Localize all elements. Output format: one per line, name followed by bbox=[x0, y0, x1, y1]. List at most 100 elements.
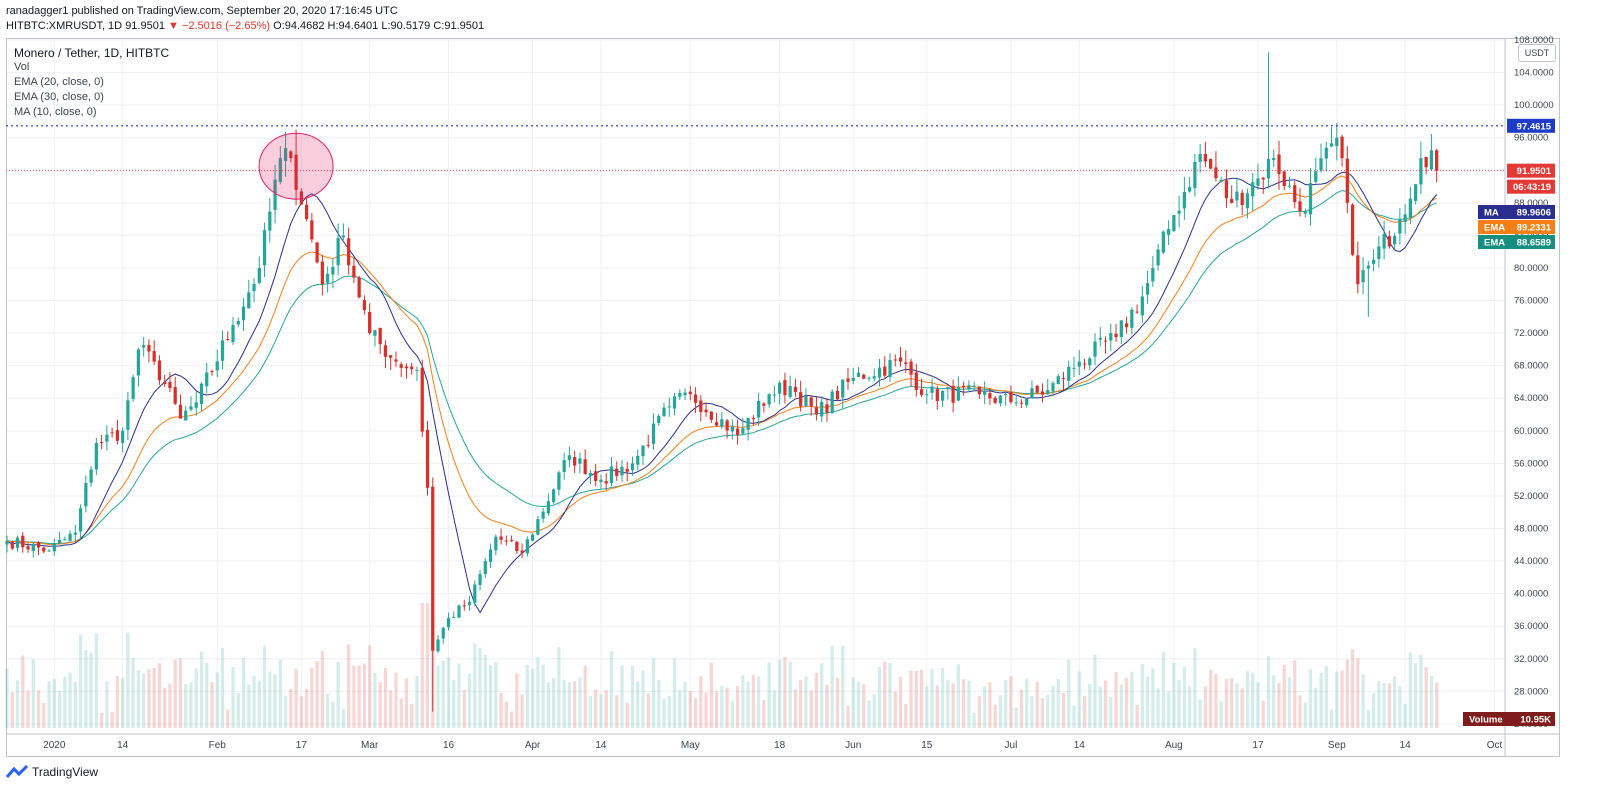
candle-body bbox=[972, 385, 976, 387]
time-axis: 2020 14 Feb 17 Mar 16 Apr 14 May 18 Jun 15 Jul 14 Aug 1… bbox=[6, 733, 1560, 751]
candle-body bbox=[15, 537, 20, 548]
candle-body bbox=[105, 434, 109, 442]
volume-bar bbox=[226, 709, 230, 728]
candle-body bbox=[646, 444, 650, 446]
candle-body bbox=[210, 371, 214, 373]
volume-bar bbox=[1209, 669, 1213, 728]
legend-ma10[interactable]: MA (10, close, 0) bbox=[14, 106, 97, 118]
candle-body bbox=[888, 360, 892, 377]
candle-body bbox=[515, 541, 519, 552]
volume-bar bbox=[756, 676, 761, 728]
volume-bar bbox=[57, 690, 62, 728]
volume-bar bbox=[883, 661, 887, 728]
legend-vol[interactable]: Vol bbox=[14, 61, 30, 73]
candle-body bbox=[194, 402, 198, 408]
volume-bar bbox=[799, 679, 803, 728]
volume-bar bbox=[42, 703, 46, 728]
volume-bar bbox=[515, 673, 519, 728]
candle-body bbox=[1303, 211, 1307, 214]
candle-body bbox=[47, 550, 51, 552]
candle-body bbox=[331, 266, 335, 275]
volume-bar bbox=[1166, 691, 1171, 728]
legend-title[interactable]: Monero / Tether, 1D, HITBTC bbox=[14, 46, 170, 60]
volume-bar bbox=[583, 665, 587, 728]
candle-body bbox=[956, 387, 960, 401]
volume-bar bbox=[362, 663, 367, 728]
candle-body bbox=[1098, 337, 1102, 340]
volume-bar bbox=[63, 676, 67, 728]
candle-body bbox=[415, 369, 419, 371]
time-tick-label: Apr bbox=[525, 740, 541, 751]
volume-bar bbox=[425, 603, 430, 728]
candle-body bbox=[1298, 201, 1302, 211]
candle-body bbox=[1030, 388, 1034, 399]
candle-body bbox=[1392, 236, 1397, 245]
volume-bar bbox=[1093, 654, 1097, 728]
volume-bar bbox=[904, 704, 908, 728]
volume-bar bbox=[1408, 652, 1413, 728]
resistance-price-label: 97.4615 bbox=[1517, 121, 1552, 132]
volume-bar bbox=[378, 682, 382, 728]
candle-body bbox=[1419, 158, 1423, 185]
candle-body bbox=[441, 627, 445, 639]
candle-body bbox=[299, 191, 303, 205]
volume-bar bbox=[299, 696, 303, 728]
candle-body bbox=[1382, 234, 1386, 249]
candle-body bbox=[814, 407, 819, 415]
candle-body bbox=[1356, 255, 1360, 285]
candle-body bbox=[142, 345, 146, 348]
volume-bar bbox=[283, 696, 288, 728]
price-tick-label: 88.0000 bbox=[1514, 198, 1548, 209]
volume-bar bbox=[320, 651, 324, 728]
volume-bar bbox=[830, 645, 834, 728]
volume-bar bbox=[273, 674, 277, 728]
candle-body bbox=[825, 404, 829, 413]
candle-body bbox=[494, 536, 498, 551]
candle-body bbox=[604, 481, 608, 484]
candle-body bbox=[268, 211, 272, 231]
candle-body bbox=[84, 483, 88, 507]
volume-bar bbox=[441, 660, 445, 728]
candle-body bbox=[846, 378, 850, 382]
candle-body bbox=[594, 471, 598, 481]
candle-body bbox=[1282, 171, 1286, 187]
candle-body bbox=[347, 238, 351, 266]
volume-bar bbox=[1419, 654, 1423, 728]
volume-bar bbox=[26, 690, 30, 728]
volume-bar bbox=[1335, 671, 1339, 728]
volume-bar bbox=[951, 683, 955, 728]
candle-body bbox=[42, 547, 46, 552]
close-value: C:91.9501 bbox=[433, 20, 485, 32]
candle-body bbox=[893, 359, 897, 361]
candle-body bbox=[163, 381, 167, 385]
high-value: H:94.6401 bbox=[327, 20, 379, 32]
candle-body bbox=[851, 377, 855, 381]
volume-bar bbox=[641, 670, 645, 728]
candle-body bbox=[257, 267, 261, 283]
tradingview-brand[interactable]: TradingView bbox=[6, 765, 98, 779]
candle-body bbox=[951, 386, 955, 403]
candle-body bbox=[641, 445, 645, 457]
volume-bar bbox=[157, 662, 162, 728]
volume-bar bbox=[184, 684, 188, 728]
candle-body bbox=[683, 392, 687, 396]
legend-ema30[interactable]: EMA (30, close, 0) bbox=[14, 91, 104, 103]
candle-body bbox=[1198, 153, 1202, 162]
volume-bar bbox=[578, 677, 582, 728]
candle-body bbox=[830, 391, 834, 414]
volume-bar bbox=[1056, 678, 1060, 728]
currency-unit-button[interactable]: USDT bbox=[1518, 44, 1556, 62]
chart-frame[interactable] bbox=[6, 38, 1560, 757]
candle-body bbox=[289, 151, 293, 159]
volume-bar bbox=[215, 672, 219, 728]
candle-body bbox=[283, 147, 288, 161]
candle-body bbox=[1145, 282, 1150, 295]
time-tick-label: 14 bbox=[1074, 740, 1086, 751]
candle-body bbox=[862, 374, 866, 379]
volume-bar bbox=[1224, 678, 1229, 728]
legend-ema20[interactable]: EMA (20, close, 0) bbox=[14, 76, 104, 88]
candle-body bbox=[1156, 249, 1160, 266]
volume-bar bbox=[452, 680, 456, 728]
volume-bar bbox=[410, 703, 414, 728]
